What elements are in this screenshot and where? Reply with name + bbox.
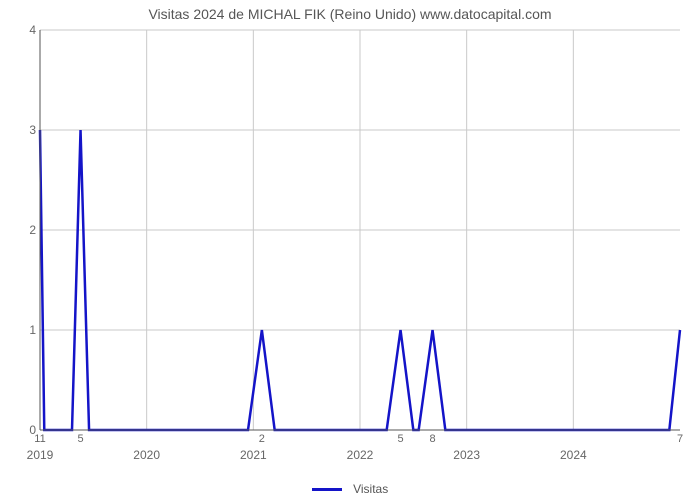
x-tick-label: 2021	[240, 448, 267, 462]
legend: Visitas	[0, 481, 700, 496]
x-tick-label: 2024	[560, 448, 587, 462]
value-label: 2	[259, 433, 265, 445]
y-tick-label: 2	[6, 223, 36, 237]
value-label: 5	[397, 433, 403, 445]
chart-svg	[40, 30, 680, 430]
y-tick-label: 0	[6, 423, 36, 437]
y-tick-label: 4	[6, 23, 36, 37]
legend-swatch	[312, 488, 342, 491]
value-label: 11	[34, 433, 45, 445]
grid-lines	[40, 30, 680, 430]
x-tick-label: 2019	[27, 448, 54, 462]
x-tick-label: 2023	[453, 448, 480, 462]
chart-container: Visitas 2024 de MICHAL FIK (Reino Unido)…	[0, 0, 700, 500]
value-label: 7	[677, 433, 683, 445]
y-tick-label: 3	[6, 123, 36, 137]
y-tick-label: 1	[6, 323, 36, 337]
value-label: 5	[77, 433, 83, 445]
chart-title: Visitas 2024 de MICHAL FIK (Reino Unido)…	[0, 6, 700, 22]
value-label: 8	[429, 433, 435, 445]
x-tick-label: 2022	[347, 448, 374, 462]
x-tick-label: 2020	[133, 448, 160, 462]
legend-text: Visitas	[353, 482, 388, 496]
